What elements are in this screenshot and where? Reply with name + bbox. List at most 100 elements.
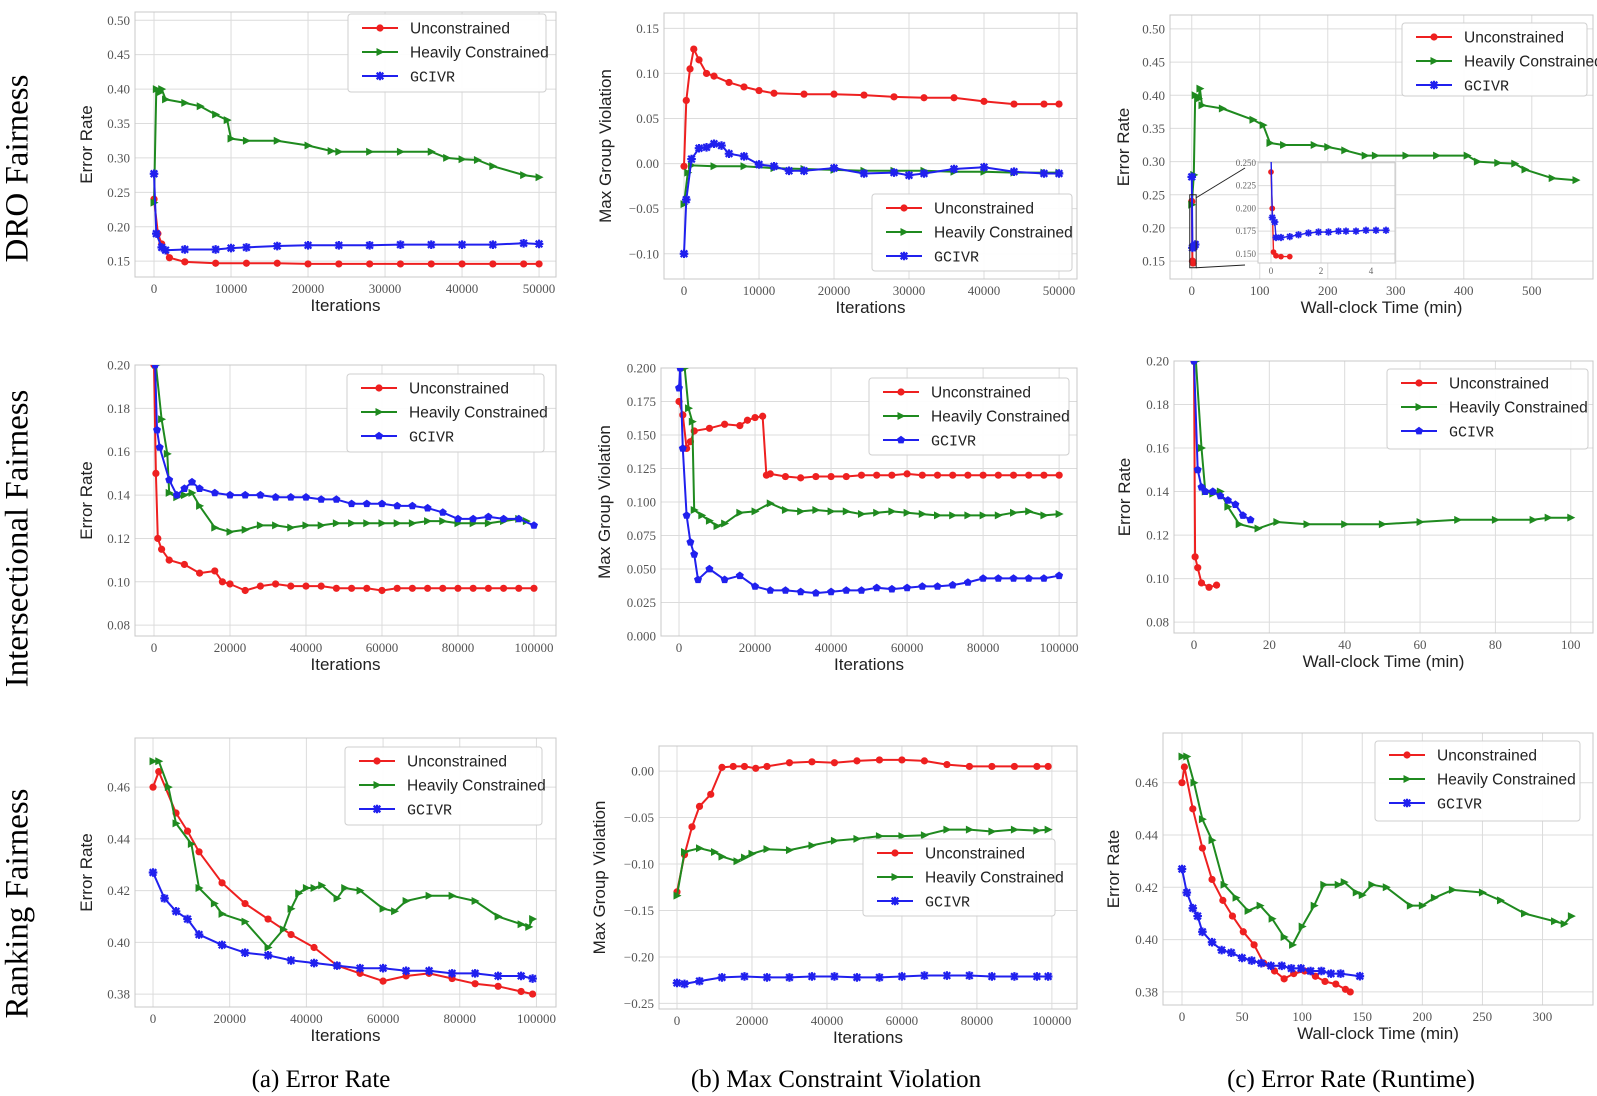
unconstrained-point [287,582,295,590]
unconstrained-point [226,580,234,588]
heavily-constrained-point [1256,901,1265,910]
gcivr-point [426,240,436,249]
y-tick-label: 0.42 [107,883,130,898]
legend-marker-icon [1415,379,1423,387]
gcivr-point [1055,571,1064,580]
y-tick-label: −0.10 [629,246,659,261]
gcivr-point [1334,227,1343,235]
gcivr-point [933,582,942,590]
legend: Unconstrained Heavily Constrained GCIVR [1374,740,1581,822]
y-tick-label: 0.10 [636,66,659,81]
legend-label: Unconstrained [925,846,1025,863]
axes-frame [1173,360,1594,634]
y-tick-label: 0.00 [636,156,659,171]
x-tick-label: 0 [676,640,683,655]
heavily-constrained-point [1183,752,1192,761]
unconstrained-point [1025,471,1033,479]
gcivr-point [887,584,896,593]
gcivr-point [919,169,929,178]
heavily-constrained-point [673,891,682,900]
unconstrained-point [808,758,816,766]
x-tick-label: 0 [1269,266,1274,276]
heavily-constrained-point [1254,524,1263,533]
gcivr-point [401,966,411,976]
heavily-constrained-point [155,757,164,766]
heavily-constrained-point [1198,101,1207,110]
heavily-constrained-point [458,155,467,164]
x-axis-label: Iterations [833,1028,903,1047]
heavily-constrained-point [162,95,171,104]
legend-frame [1401,22,1588,97]
legend-marker-icon [1402,798,1412,808]
unconstrained-point [1198,844,1207,852]
unconstrained-line [152,770,533,996]
heavily-constrained-point [873,508,882,517]
gcivr-point [740,972,749,981]
y-tick-label: 0.050 [627,562,656,577]
y-tick-label: 0.100 [627,495,656,510]
heavily-constrained-point [223,116,232,125]
x-tick-label: 0 [1189,283,1196,298]
y-tick-label: 0.25 [1142,187,1165,202]
zoom-connector [1196,264,1246,269]
gcivr-point [519,238,528,248]
y-tick-label: 0.45 [107,47,130,62]
legend-item-gcivr: GCIVR [883,434,976,451]
unconstrained-point [181,258,189,266]
heavily-constrained-point [356,886,365,895]
heavily-constrained-point [903,508,912,517]
axes-frame [660,367,1078,637]
y-tick-label: 0.50 [1142,21,1165,36]
heavily-constrained-point [522,517,531,526]
y-tick-label: 0.225 [1236,181,1257,191]
y-tick-label: −0.05 [629,201,659,216]
series-layer [149,85,544,268]
legend-label: Unconstrained [407,754,507,771]
legend-item-heavily-constrained: Heavily Constrained [877,870,1064,887]
x-tick-label: 4 [1369,266,1374,276]
gcivr-point [872,583,881,592]
legend-item-gcivr: GCIVR [886,250,979,267]
unconstrained-point [964,471,972,479]
legend-marker-icon [376,48,385,56]
x-tick-label: 100 [1561,637,1581,652]
heavily-constrained-point [1198,444,1207,453]
x-tick-label: 40000 [811,1013,844,1028]
unconstrained-point [751,413,759,422]
heavily-constrained-point [740,853,749,862]
gcivr-point [1009,574,1018,582]
heavily-constrained-point [295,889,304,898]
x-tick-label: 60000 [891,640,924,655]
legend-item-heavily-constrained: Heavily Constrained [1416,54,1597,71]
gcivr-point [1217,945,1226,955]
x-tick-label: 60000 [366,640,399,655]
gcivr-point [516,971,526,981]
gcivr-point [470,969,480,978]
legend: Unconstrained Heavily Constrained GCIVR [346,373,548,453]
heavily-constrained-point [1040,511,1049,520]
legend-marker-icon [1415,426,1423,435]
y-tick-label: 0.40 [107,82,130,97]
legend: Unconstrained Heavily Constrained GCIVR [862,838,1064,917]
series-layer [672,756,1053,989]
unconstrained-point [195,569,204,577]
legend-item-gcivr: GCIVR [362,70,455,87]
heavily-constrained-point [933,511,942,520]
gcivr-point [1277,233,1285,242]
x-axis-label: Iterations [311,296,381,315]
unconstrained-point [264,915,272,923]
legend-marker-icon [1403,751,1411,759]
unconstrained-point [949,471,957,479]
unconstrained-point [535,260,543,268]
heavily-constrained-point [332,519,341,528]
gcivr-point [165,475,174,484]
heavily-constrained-point [710,847,719,856]
heavily-constrained-point [1416,518,1425,527]
unconstrained-point [827,472,835,481]
heavily-constrained-point [1341,146,1350,155]
y-tick-label: 0.45 [1142,55,1165,70]
unconstrained-point [157,545,166,553]
legend-frame [868,377,1070,456]
subplot-intersectional-error-runtime: 0 20 40 60 80 100 0.08 0.10 0.12 0.14 0.16 0.18 0.20… [1115,354,1594,671]
heavily-constrained-point [327,147,336,156]
